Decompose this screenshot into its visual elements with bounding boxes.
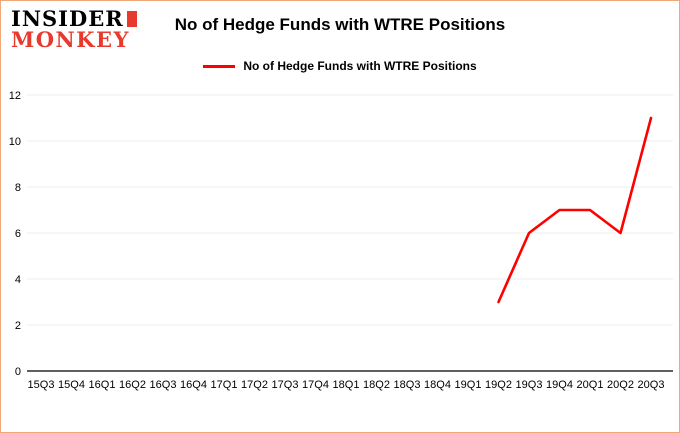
y-tick-label: 10 bbox=[9, 136, 21, 148]
x-tick-label: 16Q4 bbox=[180, 379, 207, 391]
line-chart: 0 2 4 6 8 10 12 15Q3 15Q4 16Q1 16Q2 16Q3 16Q4 17Q1 17Q… bbox=[1, 73, 679, 432]
legend: No of Hedge Funds with WTRE Positions bbox=[1, 59, 679, 73]
x-tick-label: 17Q4 bbox=[302, 379, 329, 391]
x-tick-label: 20Q2 bbox=[607, 379, 634, 391]
x-tick-label: 19Q2 bbox=[485, 379, 512, 391]
y-tick-label: 12 bbox=[9, 90, 21, 102]
x-tick-label: 18Q1 bbox=[333, 379, 360, 391]
y-tick-label: 8 bbox=[15, 182, 21, 194]
x-tick-label: 15Q3 bbox=[28, 379, 55, 391]
legend-label: No of Hedge Funds with WTRE Positions bbox=[243, 59, 477, 73]
x-tick-label: 16Q3 bbox=[150, 379, 177, 391]
x-tick-label: 15Q4 bbox=[58, 379, 85, 391]
x-tick-label: 17Q1 bbox=[211, 379, 238, 391]
logo-text-monkey: MONKEY bbox=[11, 27, 130, 52]
x-tick-label: 18Q2 bbox=[363, 379, 390, 391]
legend-line-swatch bbox=[203, 64, 236, 68]
series-line bbox=[497, 116, 653, 304]
chart-title: No of Hedge Funds with WTRE Positions bbox=[174, 15, 506, 34]
insider-monkey-logo: INSIDER MONKEY bbox=[11, 8, 137, 50]
x-tick-label: 19Q3 bbox=[516, 379, 543, 391]
x-tick-label: 18Q4 bbox=[424, 379, 451, 391]
x-tick-label: 18Q3 bbox=[394, 379, 421, 391]
x-tick-label: 19Q1 bbox=[455, 379, 482, 391]
x-tick-label: 16Q2 bbox=[119, 379, 146, 391]
x-tick-label: 20Q1 bbox=[577, 379, 604, 391]
x-tick-label: 20Q3 bbox=[638, 379, 665, 391]
y-tick-label: 6 bbox=[15, 228, 21, 240]
x-tick-label: 16Q1 bbox=[89, 379, 116, 391]
logo-line-insider: INSIDER bbox=[11, 8, 137, 29]
x-tick-label: 19Q4 bbox=[546, 379, 573, 391]
y-tick-label: 0 bbox=[15, 366, 21, 378]
x-tick-label: 17Q2 bbox=[241, 379, 268, 391]
logo-text-insider: INSIDER bbox=[11, 6, 124, 31]
y-tick-label: 4 bbox=[15, 274, 21, 286]
y-tick-label: 2 bbox=[15, 320, 21, 332]
logo-cursor-block bbox=[126, 10, 137, 27]
x-tick-label: 17Q3 bbox=[272, 379, 299, 391]
